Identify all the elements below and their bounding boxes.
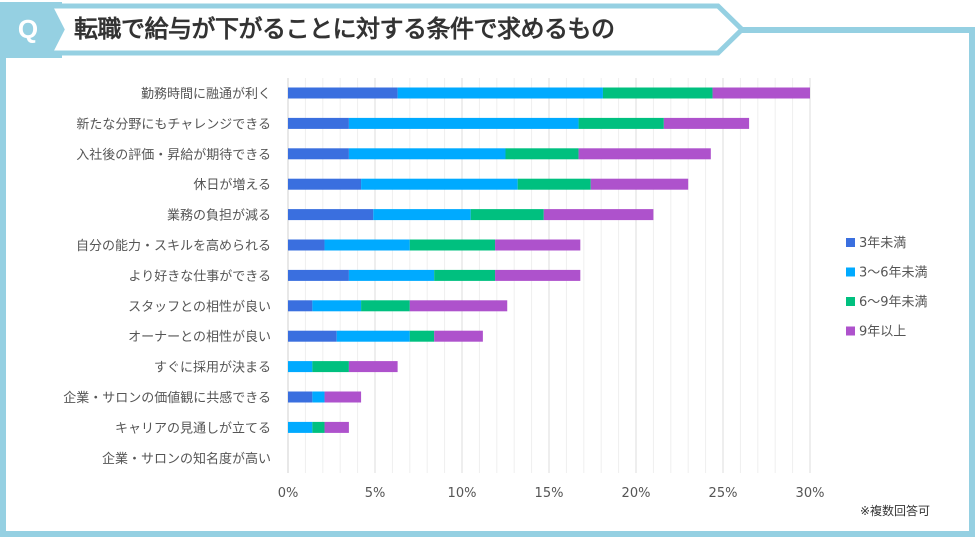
category-label: 休日が増える xyxy=(193,178,271,193)
bar-segment xyxy=(348,148,506,160)
bar-segment xyxy=(288,361,313,373)
footnote: ※複数回答可 xyxy=(859,504,930,518)
legend-swatch xyxy=(846,297,855,306)
bar-segment xyxy=(578,117,664,129)
bar-segment xyxy=(517,178,591,190)
bar-segment xyxy=(348,117,579,129)
legend-swatch xyxy=(846,238,855,247)
bar-segment xyxy=(397,87,603,99)
bar-segment xyxy=(324,391,362,403)
legend-label: 3～6年未満 xyxy=(859,266,928,281)
x-tick-label: 10% xyxy=(448,486,477,501)
bar-segment xyxy=(288,330,337,342)
category-label: 業務の負担が減る xyxy=(167,208,271,224)
category-label: 新たな分野にもチャレンジできる xyxy=(76,116,271,132)
bar-segment xyxy=(288,209,374,221)
x-tick-label: 5% xyxy=(365,486,386,501)
bar-segment xyxy=(361,178,518,190)
legend-label: 6～9年未満 xyxy=(859,295,928,310)
x-tick-label: 0% xyxy=(278,486,299,501)
category-label: スタッフとの相性が良い xyxy=(128,299,271,315)
category-label: 勤務時間に融通が利く xyxy=(141,87,271,102)
bar-segment xyxy=(543,209,654,221)
bar-segment xyxy=(288,87,398,99)
x-tick-label: 25% xyxy=(709,486,738,501)
category-labels: 勤務時間に融通が利く新たな分野にもチャレンジできる入社後の評価・昇給が期待できる… xyxy=(63,87,271,467)
x-tick-label: 20% xyxy=(622,486,651,501)
bar-segment xyxy=(324,239,410,251)
legend-label: 9年以上 xyxy=(859,325,906,340)
bar-segment xyxy=(505,148,579,160)
bar-segment xyxy=(663,117,750,129)
bar-segment xyxy=(348,361,398,373)
legend-swatch xyxy=(846,326,855,336)
bar-segment xyxy=(348,269,435,281)
bar-segment xyxy=(434,269,496,281)
bar-segment xyxy=(470,209,544,221)
bar-segment xyxy=(602,87,713,99)
bar-segment xyxy=(288,148,349,160)
x-tick-label: 30% xyxy=(796,486,825,501)
bar-segment xyxy=(434,330,483,342)
bar-segment xyxy=(409,239,496,251)
category-label: より好きな仕事ができる xyxy=(129,269,271,284)
bar-segment xyxy=(312,361,349,373)
category-label: 企業・サロンの価値観に共感できる xyxy=(63,390,271,406)
bar-segment xyxy=(288,300,313,312)
bar-segment xyxy=(288,421,313,433)
page-title: 転職で給与が下がることに対する条件で求めるもの xyxy=(74,15,615,43)
bar-segment xyxy=(590,178,689,190)
x-tick-label: 15% xyxy=(535,486,564,501)
x-axis-tick-labels: 0% 5% 10% 15% 20% 25% 30% xyxy=(278,486,825,501)
bar-segment xyxy=(578,148,711,160)
category-label: 入社後の評価・昇給が期待できる xyxy=(76,147,271,163)
bar-segment xyxy=(288,117,349,129)
q-badge: Q xyxy=(17,14,39,44)
legend-label: 3年未満 xyxy=(859,236,906,251)
bar-segment xyxy=(495,239,581,251)
legend-swatch xyxy=(846,267,855,277)
category-label: オーナーとの相性が良い xyxy=(128,329,271,345)
bar-segment xyxy=(361,300,410,312)
bar-segment xyxy=(324,421,349,433)
bar-segment xyxy=(288,269,349,281)
bar-segment xyxy=(288,239,325,251)
bar-segment xyxy=(712,87,810,99)
frame-border xyxy=(0,27,975,537)
bar-segment xyxy=(312,300,362,312)
bar-segment xyxy=(336,330,410,342)
bar-segment xyxy=(409,300,508,312)
bars xyxy=(288,87,810,433)
title-banner xyxy=(45,3,746,56)
bar-segment xyxy=(288,391,313,403)
legend: 3年未満 3～6年未満 6～9年未満 9年以上 xyxy=(846,236,928,340)
bar-segment xyxy=(312,391,325,403)
category-label: キャリアの見通しが立てる xyxy=(115,421,271,436)
bar-segment xyxy=(312,421,325,433)
bar-segment xyxy=(409,330,435,342)
category-label: 企業・サロンの知名度が高い xyxy=(102,451,271,467)
bar-segment xyxy=(288,178,362,190)
category-label: 自分の能力・スキルを高められる xyxy=(76,238,271,254)
category-label: すぐに採用が決まる xyxy=(154,361,271,376)
bar-segment xyxy=(373,209,471,221)
bar-segment xyxy=(495,269,581,281)
